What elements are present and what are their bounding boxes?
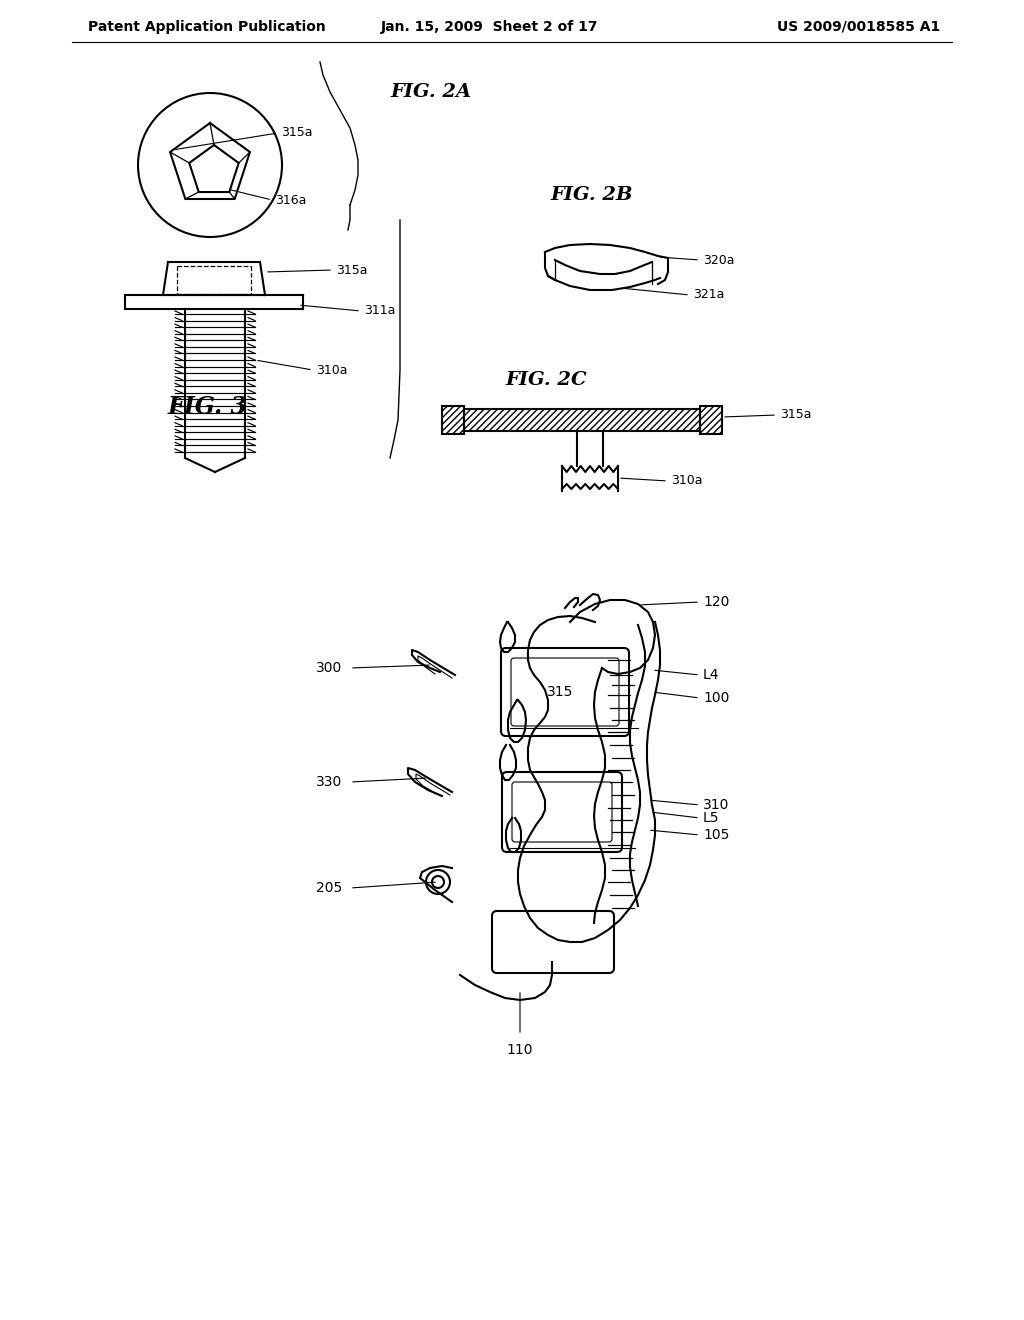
Text: 120: 120 <box>703 595 729 609</box>
Bar <box>442 407 464 434</box>
Text: 105: 105 <box>703 828 729 842</box>
Text: 315a: 315a <box>281 127 312 140</box>
Text: US 2009/0018585 A1: US 2009/0018585 A1 <box>777 20 940 34</box>
Text: FIG. 2C: FIG. 2C <box>505 371 587 389</box>
Text: 310a: 310a <box>316 363 347 376</box>
Text: 316a: 316a <box>275 194 306 206</box>
Text: 205: 205 <box>315 880 342 895</box>
Text: 315a: 315a <box>336 264 368 276</box>
Text: FIG. 3: FIG. 3 <box>168 395 248 418</box>
Text: 100: 100 <box>703 690 729 705</box>
Text: 310a: 310a <box>671 474 702 487</box>
Text: FIG. 2A: FIG. 2A <box>390 83 471 102</box>
Text: 300: 300 <box>315 661 342 675</box>
Text: 310: 310 <box>703 799 729 812</box>
Text: 315a: 315a <box>780 408 811 421</box>
Text: 320a: 320a <box>703 253 734 267</box>
Text: Jan. 15, 2009  Sheet 2 of 17: Jan. 15, 2009 Sheet 2 of 17 <box>381 20 599 34</box>
Text: 110: 110 <box>507 1043 534 1057</box>
Text: Patent Application Publication: Patent Application Publication <box>88 20 326 34</box>
Bar <box>460 409 700 432</box>
Text: 311a: 311a <box>364 305 395 318</box>
Text: FIG. 2B: FIG. 2B <box>550 186 633 205</box>
Text: 315: 315 <box>547 685 573 700</box>
Text: 330: 330 <box>315 775 342 789</box>
Bar <box>700 407 722 434</box>
Text: 321a: 321a <box>693 289 724 301</box>
Text: L4: L4 <box>703 668 720 682</box>
Text: L5: L5 <box>703 810 720 825</box>
